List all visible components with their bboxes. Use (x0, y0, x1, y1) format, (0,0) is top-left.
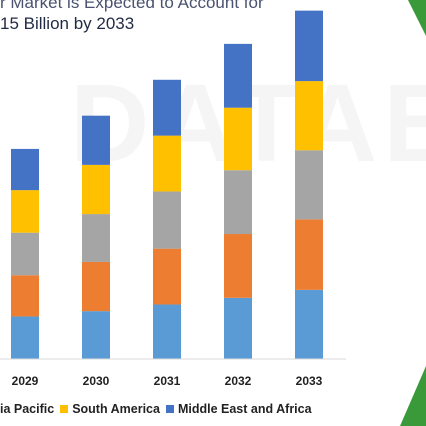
legend-item-2: Middle East and Africa (165, 402, 312, 416)
bar-segment-2032-s4 (224, 43, 252, 108)
bar-segment-2030-s1 (82, 261, 110, 312)
x-tick-label-2031: 2031 (154, 374, 181, 388)
x-tick-label-2033: 2033 (296, 374, 323, 388)
x-tick-label-2030: 2030 (83, 374, 110, 388)
bars-group (11, 10, 323, 359)
bar-segment-2033-s2 (295, 150, 323, 220)
bar-segment-2031-s2 (153, 191, 181, 249)
bar-segment-2033-s4 (295, 10, 323, 82)
bar-segment-2029-s4 (11, 148, 39, 191)
bar-segment-2031-s0 (153, 304, 181, 359)
bar-segment-2029-s0 (11, 316, 39, 359)
x-tick-label-2029: 2029 (12, 374, 39, 388)
chart-title-line-2: 15 Billion by 2033 (0, 14, 135, 33)
chart-title-line-1: r Market is Expected to Account for (0, 0, 264, 12)
bar-segment-2030-s3 (82, 164, 110, 215)
corner-triangle-top (408, 0, 426, 36)
bar-segment-2031-s4 (153, 79, 181, 136)
bar-segment-2032-s3 (224, 107, 252, 171)
bar-segment-2030-s4 (82, 115, 110, 165)
bar-segment-2029-s1 (11, 275, 39, 317)
bar-segment-2032-s0 (224, 297, 252, 359)
legend-label-1: South America (72, 402, 160, 416)
legend-item-1: South America (60, 402, 160, 416)
x-tick-label-2032: 2032 (225, 374, 252, 388)
bar-segment-2029-s2 (11, 232, 39, 276)
bar-segment-2029-s3 (11, 190, 39, 233)
bar-segment-2030-s0 (82, 311, 110, 359)
corner-triangle-bottom (400, 366, 426, 426)
bar-segment-2033-s0 (295, 289, 323, 359)
legend-label-2: Middle East and Africa (177, 402, 312, 416)
bar-segment-2032-s1 (224, 234, 252, 298)
x-tick-labels: 2029 2030 2031 2032 2033 (12, 374, 323, 388)
legend: ia Pacific South America Middle East and A… (0, 402, 318, 416)
bar-segment-2033-s1 (295, 219, 323, 290)
chart-title: r Market is Expected to Account for 15 B… (0, 0, 330, 34)
bar-segment-2031-s1 (153, 248, 181, 305)
legend-swatch-1 (60, 405, 69, 413)
legend-label-0: ia Pacific (0, 402, 55, 416)
legend-item-0: ia Pacific (0, 402, 54, 416)
legend-swatch-2 (165, 405, 174, 413)
bar-segment-2032-s2 (224, 170, 252, 235)
bar-segment-2033-s3 (295, 81, 323, 151)
bar-segment-2030-s2 (82, 214, 110, 262)
bar-segment-2031-s3 (153, 135, 181, 192)
